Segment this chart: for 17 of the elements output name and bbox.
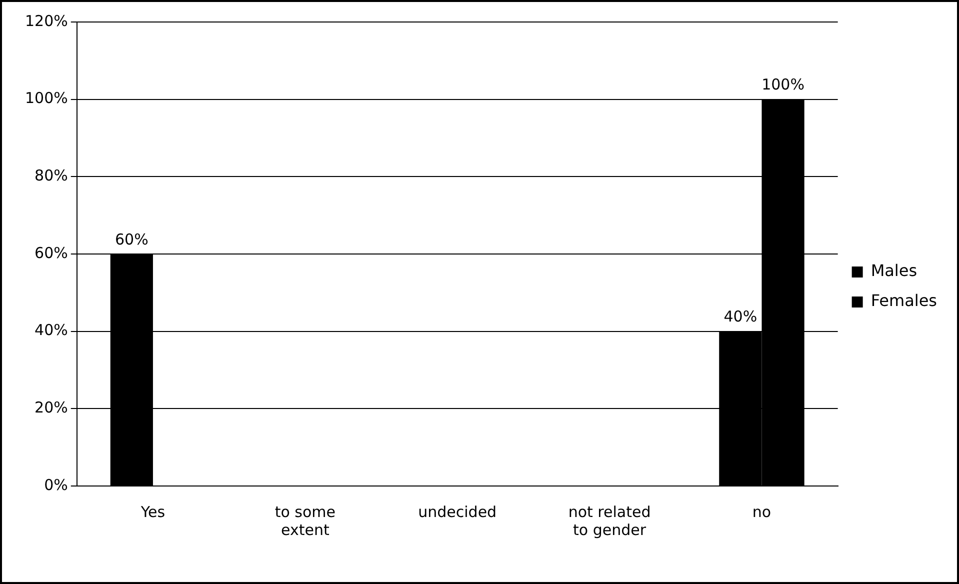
- y-tick-label: 60%: [34, 244, 68, 262]
- y-tick-label: 0%: [44, 476, 68, 494]
- y-tick-label: 100%: [24, 89, 68, 108]
- x-tick-label: undecided: [418, 502, 497, 521]
- legend-label: Males: [870, 261, 918, 280]
- y-tick-label: 40%: [34, 321, 68, 340]
- x-tick-label: to some extent: [274, 502, 336, 539]
- x-tick-label: no: [752, 502, 772, 521]
- data-label: 40%: [724, 308, 758, 326]
- data-label: 60%: [115, 230, 148, 248]
- y-tick-label: 120%: [24, 12, 68, 30]
- data-label: 100%: [762, 76, 804, 94]
- legend-label: Females: [870, 291, 937, 310]
- y-tick-label: 20%: [34, 398, 68, 417]
- x-tick-label: not related to gender: [568, 502, 651, 539]
- y-tick-label: 80%: [34, 166, 68, 185]
- x-tick-label: Yes: [140, 502, 166, 521]
